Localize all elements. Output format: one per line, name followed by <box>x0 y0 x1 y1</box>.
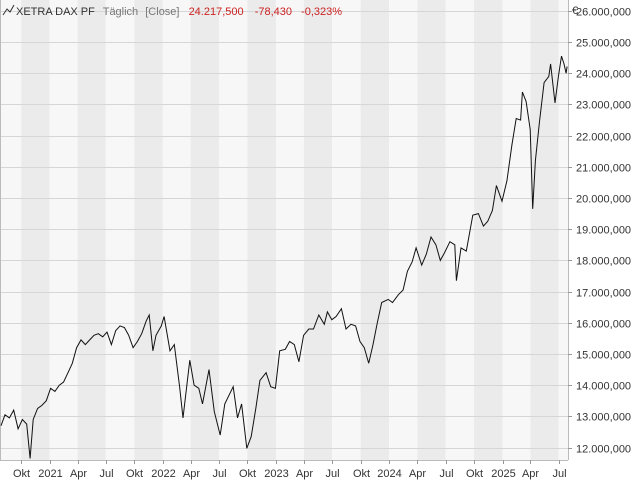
x-tick-label: Jul <box>212 468 226 480</box>
y-tick-label: 25.000,000 <box>576 38 631 50</box>
y-tick-label: 14.000,000 <box>576 381 631 393</box>
y-axis: 12.000,000 13.000,000 14.000,000 15.000,000… <box>568 7 631 456</box>
x-tick-label: Jul <box>552 468 566 480</box>
horizontal-gridlines <box>1 11 568 449</box>
y-tick-label: 18.000,000 <box>576 256 631 268</box>
y-tick-label: 20.000,000 <box>576 194 631 206</box>
x-tick-label: 2023 <box>264 468 288 480</box>
x-tick-label: Jul <box>439 468 453 480</box>
last-price: 24.217,500 <box>189 6 244 18</box>
x-tick-label: 2022 <box>151 468 175 480</box>
y-tick-label: 23.000,000 <box>576 100 631 112</box>
x-tick-label: 2025 <box>491 468 515 480</box>
y-tick-label: 21.000,000 <box>576 163 631 175</box>
chart-header: XETRA DAX PF Täglich [Close] 24.217,500 … <box>2 4 342 18</box>
x-tick-label: Jul <box>325 468 339 480</box>
x-tick-label: Okt <box>126 468 143 480</box>
y-tick-label: 16.000,000 <box>576 319 631 331</box>
interval-label: Täglich <box>103 6 138 18</box>
x-tick-label: 2021 <box>38 468 62 480</box>
x-tick-label: Apr <box>70 468 87 480</box>
line-chart-icon <box>2 4 15 16</box>
y-tick-label: 17.000,000 <box>576 288 631 300</box>
x-tick-label: Apr <box>183 468 200 480</box>
price-series-line <box>0 55 568 459</box>
x-tick-label: Apr <box>409 468 426 480</box>
y-tick-label: 24.000,000 <box>576 69 631 81</box>
x-tick-label: 2024 <box>377 468 401 480</box>
x-tick-label: Apr <box>522 468 539 480</box>
y-tick-label: 19.000,000 <box>576 225 631 237</box>
currency-label: € <box>572 5 578 17</box>
price-change: -78,430 <box>255 6 292 18</box>
x-tick-label: Okt <box>466 468 483 480</box>
x-axis: Okt 2021 Apr Jul Okt 2022 Apr Jul Okt 2023 Apr Jul O… <box>13 460 567 480</box>
y-tick-label: 26.000,000 <box>576 7 631 19</box>
y-tick-label: 12.000,000 <box>576 444 631 456</box>
price-type-label: [Close] <box>145 6 179 18</box>
instrument-name: XETRA DAX PF <box>16 6 95 18</box>
y-tick-label: 13.000,000 <box>576 412 631 424</box>
y-tick-label: 22.000,000 <box>576 132 631 144</box>
x-tick-label: Okt <box>239 468 256 480</box>
y-tick-label: 15.000,000 <box>576 350 631 362</box>
x-tick-label: Okt <box>353 468 370 480</box>
x-tick-label: Okt <box>13 468 30 480</box>
price-change-percent: -0,323% <box>301 6 342 18</box>
x-tick-label: Apr <box>296 468 313 480</box>
x-tick-label: Jul <box>99 468 113 480</box>
svg-text:XETRA DAX PF Täglich: XETRA DAX PF Täglich [Close] 24.217,500 … <box>16 6 342 18</box>
